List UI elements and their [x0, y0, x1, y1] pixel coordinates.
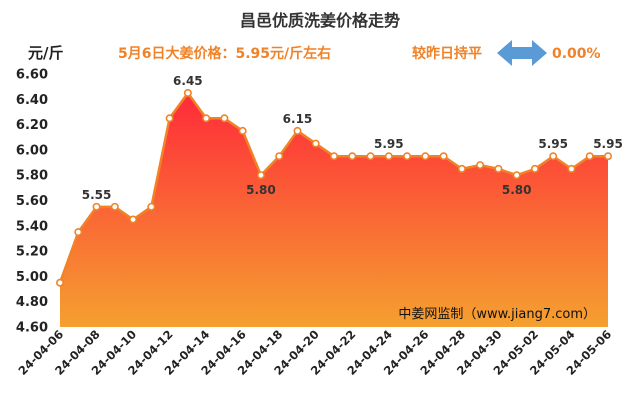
data-point: [603, 152, 612, 161]
chart-title: 昌邑优质洗姜价格走势: [240, 11, 400, 30]
data-point: [256, 171, 265, 180]
y-tick-label: 4.60: [16, 321, 48, 336]
data-point: [439, 152, 448, 161]
y-tick-label: 6.00: [16, 143, 48, 158]
y-tick-label: 6.40: [16, 93, 48, 108]
y-axis: 4.60 4.80 5.00 5.20 5.40 5.60 5.80 6.00 6.20 6.40…: [16, 68, 48, 336]
double-arrow-icon: [497, 40, 547, 66]
y-axis-unit: 元/斤: [28, 44, 63, 62]
data-point: [311, 139, 320, 148]
data-point: [384, 152, 393, 161]
data-point: [55, 278, 64, 287]
data-point: [549, 152, 558, 161]
change-value: 0.00%: [552, 46, 601, 62]
y-tick-label: 5.80: [16, 169, 48, 184]
data-point: [567, 164, 576, 173]
y-tick-label: 5.00: [16, 270, 48, 285]
data-label: 5.95: [374, 137, 404, 151]
data-point: [366, 152, 375, 161]
data-point: [494, 164, 503, 173]
data-point: [92, 202, 101, 211]
data-point: [329, 152, 338, 161]
price-info-text: 5月6日大姜价格：5.95元/斤左右: [118, 45, 331, 62]
data-point: [183, 88, 192, 97]
data-point: [129, 215, 138, 224]
x-axis: 24-04-0624-04-0824-04-1024-04-1224-04-14…: [16, 327, 615, 378]
data-point: [512, 171, 521, 180]
data-point: [293, 126, 302, 135]
data-point: [348, 152, 357, 161]
data-point: [421, 152, 430, 161]
watermark-text: 中姜网监制（www.jiang7.com）: [398, 307, 596, 322]
data-point: [530, 164, 539, 173]
y-tick-label: 5.20: [16, 245, 48, 260]
change-label: 较昨日持平: [412, 45, 482, 62]
data-point: [147, 202, 156, 211]
y-tick-label: 6.60: [16, 68, 48, 83]
data-point: [476, 161, 485, 170]
data-point: [165, 114, 174, 123]
data-label: 5.80: [502, 183, 532, 197]
data-label: 5.80: [246, 183, 276, 197]
data-label: 5.95: [538, 137, 568, 151]
data-point: [110, 202, 119, 211]
data-point: [74, 228, 83, 237]
y-tick-label: 6.20: [16, 118, 48, 133]
data-point: [275, 152, 284, 161]
data-point: [238, 126, 247, 135]
price-area: [60, 92, 608, 327]
data-point: [457, 164, 466, 173]
y-tick-label: 4.80: [16, 295, 48, 310]
plot-area: 5.55 6.45 5.80 6.15 5.95 5.80 5.95 5.95: [55, 74, 623, 327]
data-point: [403, 152, 412, 161]
data-point: [202, 114, 211, 123]
y-tick-label: 5.40: [16, 219, 48, 234]
data-label: 6.15: [283, 112, 313, 126]
y-tick-label: 5.60: [16, 194, 48, 209]
data-point: [220, 114, 229, 123]
data-label: 5.55: [82, 188, 112, 202]
data-point: [585, 152, 594, 161]
data-label: 6.45: [173, 74, 203, 88]
data-label: 5.95: [593, 137, 623, 151]
